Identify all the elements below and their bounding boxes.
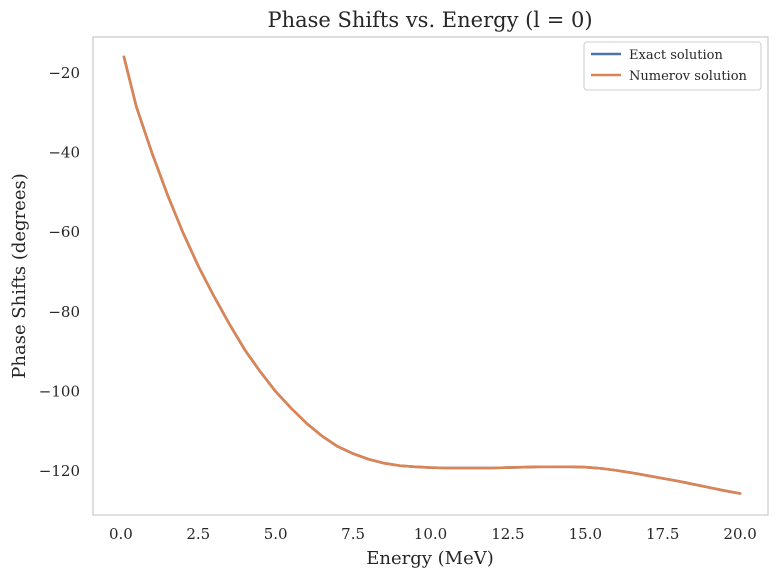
y-tick-label: −20 (48, 64, 80, 82)
x-tick-label: 17.5 (646, 525, 679, 543)
legend-label-numerov: Numerov solution (629, 69, 748, 84)
x-tick-label: 10.0 (414, 525, 447, 543)
x-axis-ticks: 0.0 2.5 5.0 7.5 10.0 12.5 15.0 17.5 20.0 (109, 525, 757, 543)
x-tick-label: 5.0 (264, 525, 288, 543)
y-tick-label: −60 (48, 223, 80, 241)
legend-frame (583, 41, 762, 91)
series-layer (122, 55, 742, 495)
x-tick-label: 2.5 (186, 525, 210, 543)
x-tick-label: 7.5 (341, 525, 365, 543)
legend-label-exact: Exact solution (629, 48, 723, 63)
x-tick-label: 20.0 (723, 525, 756, 543)
y-axis-ticks: −20 −40 −60 −80 −100 −120 (39, 64, 80, 480)
x-tick-label: 12.5 (491, 525, 524, 543)
y-axis-label: Phase Shifts (degrees) (9, 173, 30, 378)
series-line-numerov-solution (122, 55, 742, 495)
x-tick-label: 0.0 (109, 525, 133, 543)
y-tick-label: −40 (48, 144, 80, 162)
chart-title: Phase Shifts vs. Energy (l = 0) (267, 8, 592, 32)
x-tick-label: 15.0 (569, 525, 602, 543)
x-axis-label: Energy (MeV) (366, 548, 494, 569)
y-tick-label: −100 (39, 383, 80, 401)
legend: Exact solution Numerov solution (583, 41, 762, 91)
y-tick-label: −120 (39, 462, 80, 480)
plot-area (92, 36, 769, 516)
y-tick-label: −80 (48, 303, 80, 321)
